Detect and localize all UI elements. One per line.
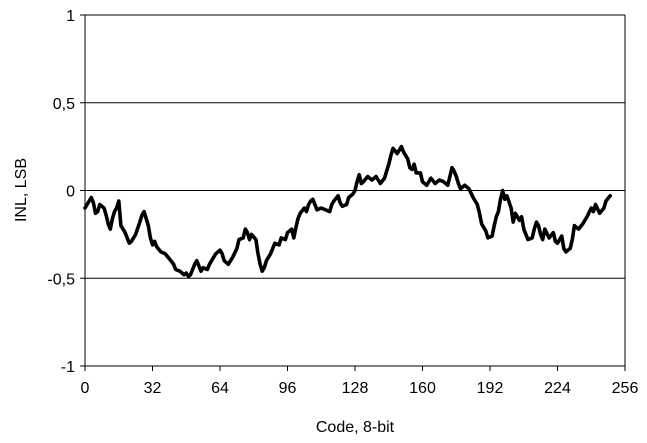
y-tick-labels: 1 0,5 0 -0,5 -1 xyxy=(47,8,75,376)
y-axis-title: INL, LSB xyxy=(13,158,30,222)
y-tick-label: 1 xyxy=(66,8,75,25)
x-tick-label: 32 xyxy=(144,380,162,397)
x-axis-title: Code, 8-bit xyxy=(316,419,395,436)
x-tick-label: 192 xyxy=(477,380,504,397)
x-tick-label: 128 xyxy=(342,380,369,397)
x-tick-label: 96 xyxy=(279,380,297,397)
x-tick-label: 160 xyxy=(409,380,436,397)
x-tick-label: 0 xyxy=(81,380,90,397)
data-line-layer xyxy=(83,144,612,279)
inl-series-line xyxy=(83,144,612,279)
y-tick-label: 0 xyxy=(66,184,75,201)
x-tick-label: 224 xyxy=(544,380,571,397)
x-tick-label: 256 xyxy=(612,380,639,397)
axes xyxy=(80,14,626,371)
y-tick-label: 0,5 xyxy=(53,96,75,113)
x-tick-label: 64 xyxy=(211,380,229,397)
y-tick-label: -0,5 xyxy=(47,271,75,288)
y-tick-label: -1 xyxy=(61,359,75,376)
x-tick-labels: 0 32 64 96 128 160 192 224 256 xyxy=(81,380,639,397)
